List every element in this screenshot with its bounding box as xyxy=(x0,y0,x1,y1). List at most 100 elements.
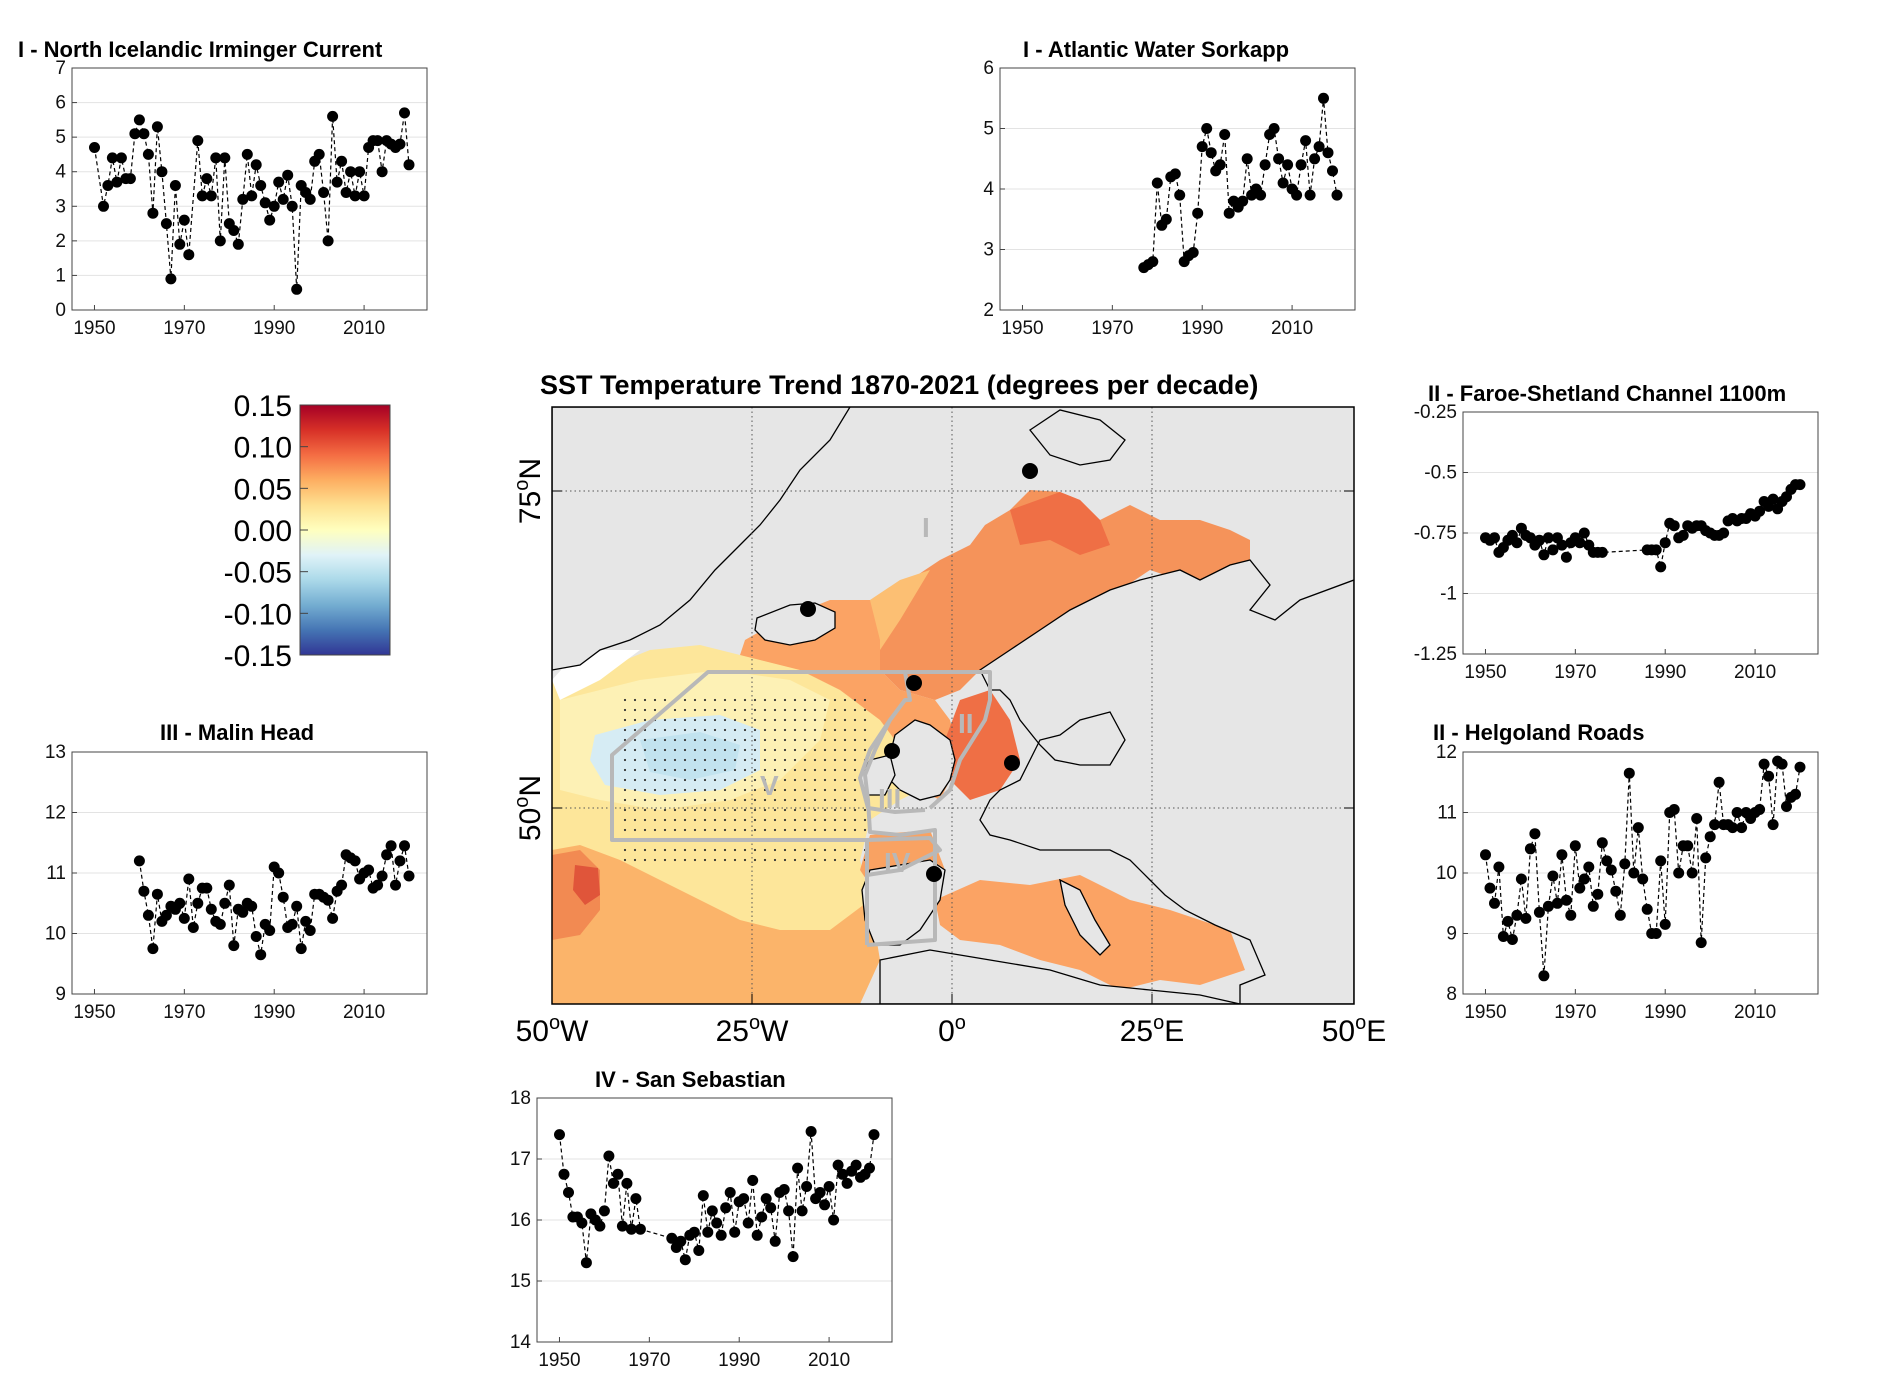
malin-point xyxy=(205,903,217,915)
sorkapp-point xyxy=(1327,165,1338,177)
region-label-iii: III xyxy=(878,783,901,814)
helgoland-point xyxy=(1556,849,1568,861)
stipple-dot xyxy=(633,698,637,702)
stipple-dot xyxy=(763,848,767,852)
stipple-dot xyxy=(733,698,737,702)
stipple-dot xyxy=(703,768,707,772)
stipple-dot xyxy=(813,778,817,782)
stipple-dot xyxy=(703,818,707,822)
stipple-dot xyxy=(753,698,757,702)
malin-plot: 9 10 11 12 13 1950 1970 1990 2010 xyxy=(45,742,428,1023)
irminger-point xyxy=(358,190,370,202)
stipple-dot xyxy=(743,828,747,832)
stipple-dot xyxy=(703,798,707,802)
stipple-dot xyxy=(853,808,857,812)
irminger-point xyxy=(201,173,213,185)
sansebastian-point xyxy=(792,1162,804,1174)
stipple-dot xyxy=(743,758,747,762)
malin-point xyxy=(390,879,401,891)
sansebastian-ytick-label: 14 xyxy=(510,1332,532,1353)
stipple-dot xyxy=(853,858,857,862)
sorkapp-point xyxy=(1255,189,1267,201)
sansebastian-point xyxy=(783,1205,795,1217)
sansebastian-point xyxy=(675,1235,687,1247)
sansebastian-plot: 14 15 16 17 18 1950 1970 1990 2010 xyxy=(510,1088,893,1371)
irminger-point xyxy=(286,200,298,212)
helgoland-point xyxy=(1709,819,1721,831)
stipple-dot xyxy=(623,798,627,802)
faroe-point xyxy=(1547,544,1559,556)
helgoland-point xyxy=(1489,897,1500,909)
irminger-point xyxy=(237,193,249,205)
malin-point xyxy=(385,840,397,852)
stipple-dot xyxy=(633,798,637,802)
sorkapp-axes-frame xyxy=(999,67,1356,311)
irminger-point xyxy=(331,176,343,188)
sansebastian-point xyxy=(697,1190,709,1202)
stipple-dot xyxy=(653,708,657,712)
stipple-dot xyxy=(623,768,627,772)
stipple-dot xyxy=(623,778,627,782)
region-iv-outline xyxy=(866,836,942,877)
stipple-dot xyxy=(843,828,847,832)
sansebastian-axes-frame xyxy=(536,1097,893,1343)
irminger-point xyxy=(394,138,406,150)
stipple-dot xyxy=(683,738,687,742)
stipple-dot xyxy=(713,848,717,852)
stipple-dot xyxy=(753,848,757,852)
stipple-dot xyxy=(733,768,737,772)
stipple-dot xyxy=(853,718,857,722)
stipple-dot xyxy=(683,808,687,812)
stipple-dot xyxy=(713,758,717,762)
irminger-xtick-label: 2010 xyxy=(343,318,385,339)
stipple-dot xyxy=(683,778,687,782)
irminger-xtick-label: 1950 xyxy=(73,318,115,339)
stipple-dot xyxy=(833,708,837,712)
stipple-dot xyxy=(643,858,647,862)
stipple-dot xyxy=(823,798,827,802)
malin-point xyxy=(237,906,249,918)
stipple-dot xyxy=(823,828,827,832)
stipple-dot xyxy=(793,738,797,742)
irminger-point xyxy=(304,193,316,205)
stipple-dot xyxy=(733,858,737,862)
faroe-point xyxy=(1533,534,1545,546)
stipple-dot xyxy=(783,758,787,762)
stipple-dot xyxy=(663,778,667,782)
stipple-dot xyxy=(793,808,797,812)
helgoland-point xyxy=(1619,858,1631,870)
sorkapp-point xyxy=(1237,195,1249,207)
stipple-dot xyxy=(673,708,677,712)
stipple-dot xyxy=(753,728,757,732)
sorkapp-xtick-label: 1990 xyxy=(1181,318,1223,339)
irminger-point xyxy=(160,218,172,230)
stipple-dot xyxy=(833,758,837,762)
stipple-dot xyxy=(643,748,647,752)
helgoland-ytick-label: 8 xyxy=(1446,984,1457,1005)
stipple-dot xyxy=(623,788,627,792)
malin-point xyxy=(304,925,316,936)
sansebastian-ytick-label: 16 xyxy=(510,1210,531,1231)
subpolar-cold-core xyxy=(640,732,740,780)
stipple-dot xyxy=(683,698,687,702)
stipple-dot xyxy=(773,848,777,852)
map-xtick-degree: 0 xyxy=(938,1015,955,1048)
stipple-dot xyxy=(663,818,667,822)
stipple-dot xyxy=(663,808,667,812)
sorkapp-point xyxy=(1147,256,1159,268)
stipple-dot xyxy=(643,788,647,792)
stipple-dot xyxy=(763,738,767,742)
helgoland-point xyxy=(1515,873,1527,885)
stipple-dot xyxy=(793,818,797,822)
stipple-dot xyxy=(683,818,687,822)
stipple-dot xyxy=(813,858,817,862)
stipple-dot xyxy=(763,778,767,782)
sansebastian-point xyxy=(832,1159,844,1171)
irminger-point xyxy=(219,152,231,164)
stipple-dot xyxy=(653,748,657,752)
stipple-dot xyxy=(663,788,667,792)
sorkapp-point xyxy=(1295,159,1307,171)
helgoland-plot: 8 9 10 11 12 1950 1970 1990 2010 xyxy=(1436,742,1819,1023)
map-xtick-sup: o xyxy=(1355,1012,1366,1034)
stipple-dot xyxy=(763,768,767,772)
